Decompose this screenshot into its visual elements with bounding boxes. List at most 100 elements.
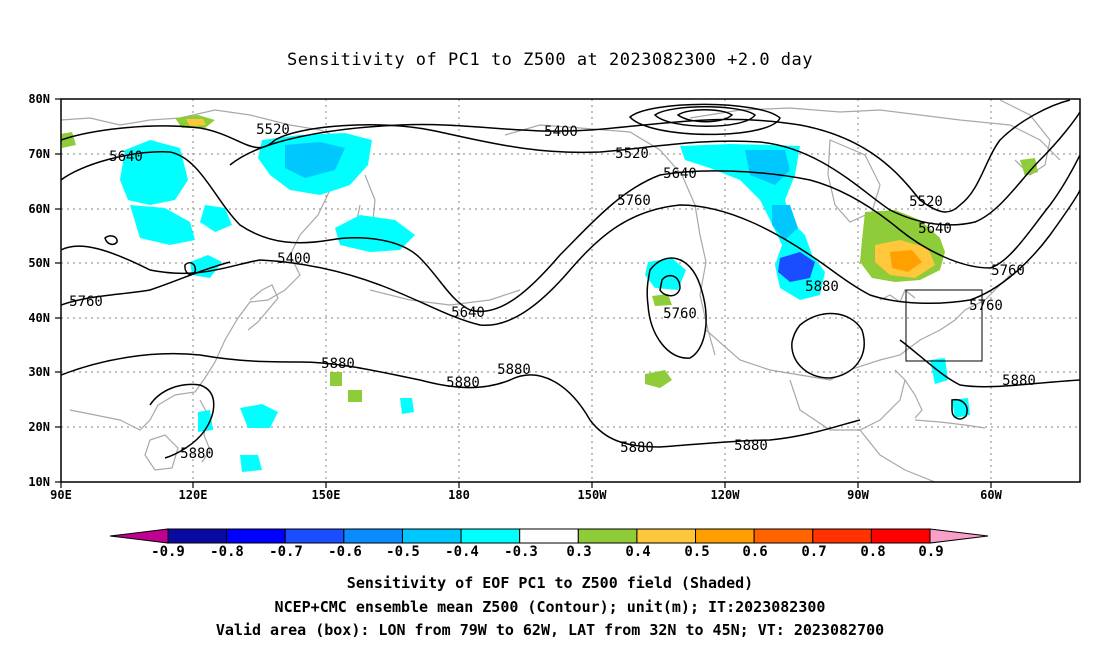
lat-label: 60N [28,202,50,216]
lat-label: 70N [28,147,50,161]
contour-label: 5400 [277,251,311,267]
colorbar-label: 0.6 [742,544,767,560]
contour-5880-east [899,339,1080,388]
shade-negative [645,258,686,290]
contour-label: 5880 [734,438,768,454]
colorbar-label: 0.4 [625,544,650,560]
lon-label: 120E [179,488,208,502]
colorbar-cell [812,528,872,544]
contour-label: 5760 [69,294,103,310]
colorbar-cell [870,528,931,544]
coastline-canada-arctic [689,107,1061,161]
contour-label: 5520 [256,122,290,138]
grid-lines [61,99,1080,482]
closed-low-alaska [659,274,681,297]
shade-positive-strong [186,119,206,126]
polar-low-ring-1 [628,103,781,136]
sensitivity-shading [61,115,1038,472]
lon-label: 60W [980,488,1002,502]
shade-positive [645,370,672,388]
polar-low-ring-3 [676,109,734,123]
colorbar-label: 0.5 [684,544,709,560]
contour-label: 5760 [991,263,1025,279]
colorbar-label: 0.3 [566,544,591,560]
lat-label: 50N [28,256,50,270]
colorbar-cell [636,528,697,544]
shade-negative [198,410,213,432]
lat-label: 30N [28,365,50,379]
contour-label: 5640 [451,305,485,321]
shade-negative [240,404,278,428]
coastline-us-east [705,274,1011,381]
contour-label: 5520 [615,146,649,162]
lon-label: 150E [312,488,341,502]
contour-label: 5640 [663,166,697,182]
colorbar-label: -0.5 [386,544,420,560]
lat-label: 40N [28,311,50,325]
coastline-asia [61,109,361,431]
longitude-labels: 90E 120E 150E 180 150W 120W 90W 60W [50,488,1002,502]
shade-positive [330,372,342,386]
contour-5520 [61,111,1080,226]
colorbar-label: 0.8 [860,544,885,560]
map-frame [60,98,1081,483]
lon-label: 90W [847,488,869,502]
coastline-japan [247,284,279,331]
shade-negative-strong [285,142,345,178]
caption-line-1: Sensitivity of EOF PC1 to Z500 field (Sh… [346,574,754,592]
coastline-philippines [199,399,211,463]
closed-high-caribbean [951,398,968,420]
contour-label: 5520 [909,194,943,210]
valid-area-box [905,289,983,362]
shade-negative [400,398,414,414]
colorbar-right-arrow [929,528,989,544]
contour-label: 5760 [663,306,697,322]
colorbar-label: -0.8 [210,544,244,560]
colorbar-cell [577,528,638,544]
shade-negative-strong [745,150,790,185]
coastline-aleutians [369,289,521,306]
colorbar-cell [753,528,814,544]
shade-negative [240,455,262,472]
colorbar-label: -0.6 [328,544,362,560]
contour-5880-south [149,383,215,459]
closed-high-atlantic [791,312,865,379]
colorbar-cell [519,528,579,544]
colorbar-label: 0.7 [801,544,826,560]
closed-low-asia [104,235,118,246]
lon-label: 90E [50,488,72,502]
shade-positive [652,294,672,306]
colorbar-label: -0.3 [504,544,538,560]
coastline-central-america [859,429,936,482]
contour-5760-west [61,261,231,306]
lon-label: 120W [711,488,741,502]
coastline-alaska [504,124,716,356]
contour-label: 5640 [109,149,143,165]
shade-negative [130,205,195,245]
closed-low-asia-2 [184,262,197,276]
coastline-gulf-mexico [789,369,906,431]
contour-label: 5880 [321,356,355,372]
contour-label: 5880 [805,279,839,295]
lon-label: 180 [448,488,470,502]
polar-low-ring-2 [653,106,757,127]
colorbar-cell [226,528,286,544]
colorbar-label: 0.9 [918,544,943,560]
colorbar-label: -0.9 [151,544,185,560]
contour-label: 5880 [1002,373,1036,389]
colorbar: -0.9 -0.8 -0.7 -0.6 -0.5 -0.4 -0.3 0.3 0… [109,528,989,560]
shade-negative-strong [772,205,798,240]
caption-line-2: NCEP+CMC ensemble mean Z500 (Contour); u… [274,598,826,616]
latitude-labels: 80N 70N 60N 50N 40N 30N 20N 10N [28,92,50,489]
colorbar-cell [167,528,228,544]
shade-positive [348,390,362,402]
colorbar-cell [695,528,755,544]
coastline-florida [904,379,923,419]
lat-label: 80N [28,92,50,106]
colorbar-labels: -0.9 -0.8 -0.7 -0.6 -0.5 -0.4 -0.3 0.3 0… [151,544,944,560]
colorbar-cell [343,528,403,544]
coastline-hudson-bay [827,139,881,223]
contour-label: 5880 [497,362,531,378]
